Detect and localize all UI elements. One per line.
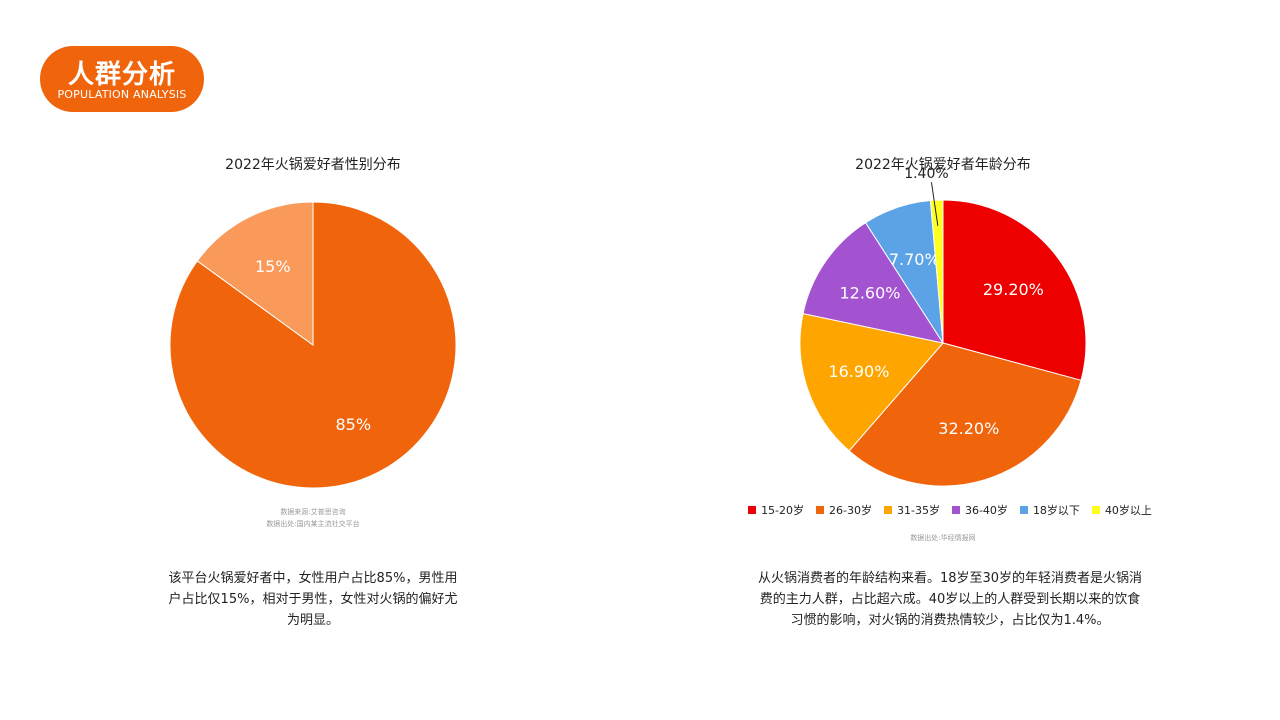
section-subtitle: POPULATION ANALYSIS: [57, 88, 187, 101]
gender-desc-line-1: 该平台火锅爱好者中，女性用户占比85%，男性用: [168, 571, 458, 586]
age-slice-5: [929, 199, 944, 344]
age-slice-label-0: 29.20%: [983, 280, 1044, 299]
age-slice-label-3: 12.60%: [839, 284, 900, 303]
age-legend-swatch-0: [748, 506, 757, 514]
age-legend-item-1: 26-30岁: [816, 502, 872, 518]
section-title: 人群分析: [67, 60, 176, 90]
gender-chart-source: 数据来源:艾普思咨询 数据出处:国内某主流社交平台: [163, 506, 463, 530]
age-legend-label-4: 18岁以下: [1032, 504, 1080, 517]
age-legend-item-2: 31-35岁: [884, 502, 940, 518]
gender-source-line-2: 数据出处:国内某主流社交平台: [266, 520, 360, 528]
age-slice-3: [802, 222, 945, 344]
age-slice-label-5: 1.40%: [904, 166, 948, 182]
age-slice-label-4: 7.70%: [889, 250, 940, 269]
gender-desc-line-2: 户占比仅15%，相对于男性，女性对火锅的偏好尤: [168, 592, 458, 607]
age-chart-title: 2022年火锅爱好者年龄分布: [855, 157, 1031, 173]
age-pie-chart: 29.20% 32.20% 16.90% 12.60% 7.70% 1.40%: [799, 166, 1087, 487]
section-badge: 人群分析 POPULATION ANALYSIS: [40, 46, 204, 112]
gender-source-line-1: 数据来源:艾普思咨询: [280, 508, 346, 516]
gender-description: 该平台火锅爱好者中，女性用户占比85%，男性用 户占比仅15%，相对于男性，女性…: [140, 568, 486, 631]
age-legend-swatch-3: [951, 506, 960, 514]
gender-slice-1: [196, 201, 314, 346]
age-legend-label-0: 15-20岁: [761, 504, 805, 517]
age-chart-source: 数据出处:华经情报网: [910, 534, 976, 542]
age-legend: 15-20岁 26-30岁 31-35岁 36-40岁 18岁以下 40岁以上: [740, 502, 1160, 518]
gender-chart-title: 2022年火锅爱好者性别分布: [225, 157, 401, 173]
age-legend-label-3: 36-40岁: [964, 504, 1008, 517]
age-slice-2: [799, 312, 944, 452]
age-slice-1: [848, 342, 1082, 487]
age-desc-line-1: 从火锅消费者的年龄结构来看。18岁至30岁的年轻消费者是火锅消: [757, 571, 1143, 586]
age-legend-swatch-1: [816, 506, 825, 514]
gender-desc-line-3: 为明显。: [286, 613, 339, 628]
age-legend-swatch-5: [1091, 506, 1100, 514]
age-desc-line-3: 习惯的影响，对火锅的消费热情较少，占比仅为1.4%。: [790, 613, 1110, 628]
age-slice-label-1: 32.20%: [938, 419, 999, 438]
age-legend-item-4: 18岁以下: [1019, 502, 1080, 518]
age-legend-item-3: 36-40岁: [951, 502, 1008, 518]
age-legend-item-0: 15-20岁: [748, 502, 804, 518]
age-legend-item-5: 40岁以上: [1091, 502, 1152, 518]
gender-pie-chart: 85% 15%: [169, 201, 457, 489]
gender-slice-label-1: 15%: [255, 257, 291, 276]
age-legend-label-2: 31-35岁: [897, 504, 940, 517]
age-slice-label-2: 16.90%: [828, 362, 889, 381]
gender-slice-label-0: 85%: [335, 415, 371, 434]
age-legend-swatch-2: [884, 506, 892, 514]
age-description: 从火锅消费者的年龄结构来看。18岁至30岁的年轻消费者是火锅消 费的主力人群，占…: [740, 568, 1160, 631]
age-legend-label-1: 26-30岁: [829, 504, 872, 517]
age-legend-swatch-4: [1019, 506, 1028, 514]
age-slice-0: [942, 199, 1087, 381]
age-leader-line-5: [930, 182, 939, 226]
age-legend-label-5: 40岁以上: [1104, 504, 1152, 517]
age-desc-line-2: 费的主力人群，占比超六成。40岁以上的人群受到长期以来的饮食: [759, 592, 1141, 607]
